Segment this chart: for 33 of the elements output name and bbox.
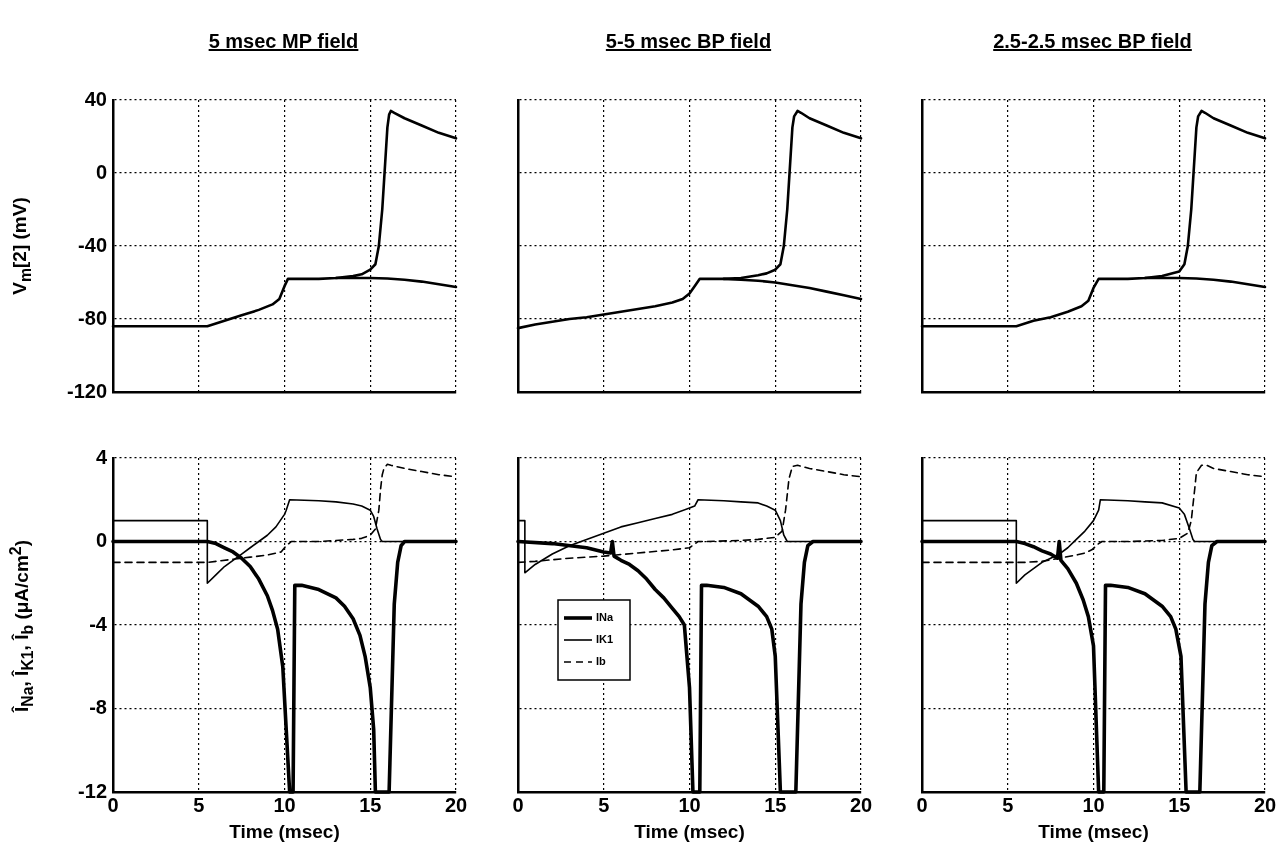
x-tick-label: 10 — [678, 793, 701, 816]
x-tick-label: 20 — [444, 793, 468, 816]
x-tick-label: 5 — [1002, 793, 1014, 816]
y-tick-label: -12 — [78, 779, 107, 802]
x-tick-label: 15 — [764, 793, 787, 816]
chart-title: 5-5 msec BP field — [604, 30, 773, 54]
legend-label: Ib — [596, 655, 607, 668]
y-tick-label: 0 — [95, 529, 107, 552]
y-tick-label: 0 — [95, 160, 107, 183]
legend-label: INa — [596, 611, 614, 624]
legend-label: IK1 — [596, 633, 614, 646]
y-tick-label: -4 — [89, 612, 108, 635]
x-tick-label: 5 — [598, 793, 610, 816]
x-tick-label: 20 — [1253, 793, 1277, 816]
y-tick-label: -40 — [78, 233, 107, 256]
x-tick-label: 5 — [193, 793, 205, 816]
y-tick-label: 4 — [95, 445, 108, 468]
y-tick-label: 40 — [84, 87, 107, 110]
x-tick-label: 15 — [359, 793, 382, 816]
x-tick-label: 20 — [849, 793, 873, 816]
x-tick-label: 0 — [916, 793, 928, 816]
x-tick-label: 0 — [512, 793, 524, 816]
y-tick-label: -80 — [78, 306, 107, 329]
x-axis-title: Time (msec) — [634, 820, 745, 842]
x-tick-label: 10 — [1082, 793, 1105, 816]
x-tick-label: 15 — [1168, 793, 1191, 816]
chart-title: 5 msec MP field — [207, 30, 360, 54]
y-tick-label: -120 — [66, 379, 107, 402]
chart-title: 2.5-2.5 msec BP field — [992, 30, 1193, 54]
y-tick-label: -8 — [89, 696, 107, 719]
x-axis-title: Time (msec) — [229, 820, 340, 842]
x-axis-title: Time (msec) — [1038, 820, 1149, 842]
x-tick-label: 10 — [273, 793, 296, 816]
